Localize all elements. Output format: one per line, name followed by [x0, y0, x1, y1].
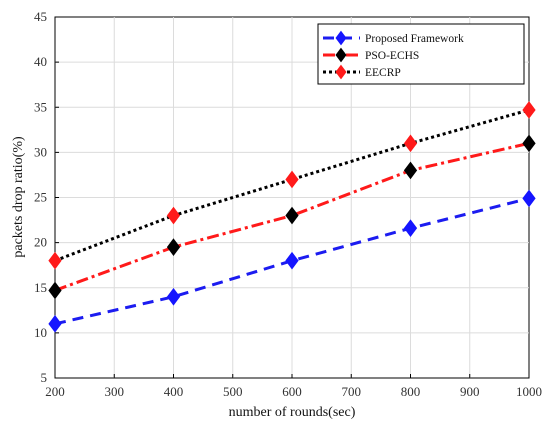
data-point-marker: [285, 206, 299, 225]
legend-item: EECRP: [323, 64, 401, 80]
series-1: [48, 189, 536, 333]
data-point-marker: [48, 251, 62, 270]
y-axis-ticks: 5 10 15 20 25 30 35 40 45: [34, 9, 59, 385]
y-tick-label: 35: [34, 99, 47, 114]
x-tick-label: 600: [282, 384, 302, 399]
y-tick-label: 25: [34, 190, 47, 205]
series-2: [48, 134, 536, 300]
y-tick-label: 15: [34, 280, 47, 295]
x-tick-label: 200: [45, 384, 65, 399]
y-tick-label: 30: [34, 144, 47, 159]
legend-item: PSO-ECHS: [323, 47, 419, 63]
y-tick-label: 20: [34, 235, 47, 250]
legend-marker: [335, 30, 347, 46]
series-line: [54, 196, 530, 326]
data-point-marker: [166, 287, 181, 306]
y-tick-label: 40: [34, 54, 47, 69]
x-tick-label: 900: [460, 384, 480, 399]
x-tick-label: 1000: [516, 384, 542, 399]
x-axis-ticks: 200 300 400 500 600 700 800 900 1000: [45, 374, 542, 399]
y-tick-label: 45: [34, 9, 47, 24]
data-point-marker: [403, 134, 418, 153]
series-3: [48, 101, 536, 270]
data-point-marker: [48, 315, 62, 333]
x-tick-label: 700: [342, 384, 362, 399]
data-point-marker: [166, 238, 181, 256]
data-point-marker: [166, 206, 181, 225]
x-tick-label: 300: [105, 384, 125, 399]
data-point-marker: [403, 161, 418, 180]
legend-marker: [335, 64, 347, 80]
y-tick-label: 10: [34, 325, 47, 340]
grid: [55, 17, 529, 378]
legend: Proposed Framework PSO-ECHS EECRP: [317, 23, 525, 85]
legend-label: Proposed Framework: [365, 33, 464, 45]
x-tick-label: 800: [401, 384, 421, 399]
x-axis-title: number of rounds(sec): [229, 405, 356, 420]
y-tick-label: 5: [41, 370, 48, 385]
data-point-marker: [48, 281, 62, 300]
x-tick-label: 500: [223, 384, 243, 399]
data-point-marker: [522, 134, 536, 153]
data-point-marker: [403, 219, 418, 238]
data-point-marker: [285, 170, 299, 189]
legend-marker: [335, 47, 347, 63]
series-line: [54, 108, 530, 263]
series-layer: [48, 101, 536, 333]
legend-label: PSO-ECHS: [365, 50, 419, 62]
data-point-marker: [522, 101, 536, 119]
data-point-marker: [285, 251, 299, 270]
y-axis-title: packets drop ratio(%): [11, 136, 26, 258]
data-point-marker: [522, 189, 536, 208]
legend-item: Proposed Framework: [323, 30, 464, 46]
legend-label: EECRP: [365, 67, 401, 79]
x-tick-label: 400: [164, 384, 184, 399]
